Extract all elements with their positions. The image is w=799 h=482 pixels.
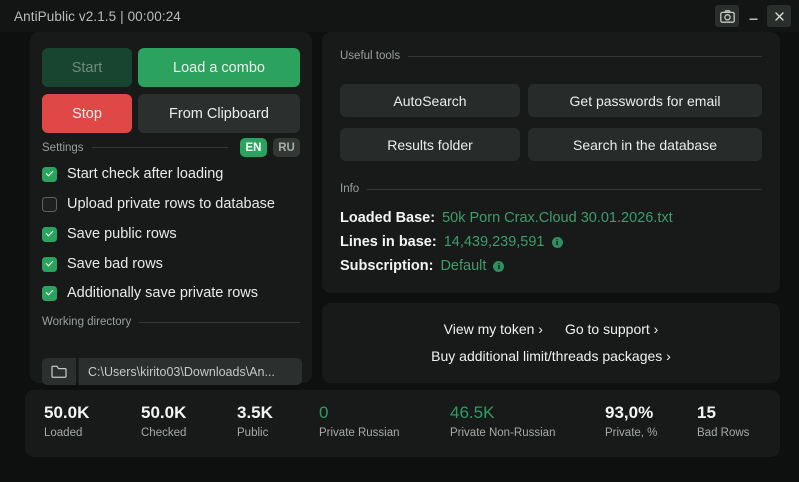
working-directory-divider: [139, 321, 300, 323]
go-to-support-link[interactable]: Go to support ›: [564, 321, 659, 337]
minimize-icon: [749, 18, 757, 20]
language-toggle: EN RU: [240, 138, 300, 157]
useful-tools-divider: [408, 55, 762, 57]
close-icon: [774, 11, 784, 21]
start-button[interactable]: Start: [42, 48, 132, 87]
working-directory-path[interactable]: C:\Users\kirito03\Downloads\An...: [78, 358, 302, 385]
checkbox-checked-icon[interactable]: [42, 256, 57, 272]
info-label: Info: [340, 183, 360, 195]
info-value: 50k Porn Crax.Cloud 30.01.2026.txt: [442, 210, 673, 226]
screenshot-button[interactable]: [715, 5, 739, 27]
window-title: AntiPublic v2.1.5 | 00:00:24: [14, 8, 181, 24]
stat-loaded: 50.0K Loaded: [44, 402, 89, 439]
stop-button[interactable]: Stop: [42, 94, 132, 133]
links-row-2: Buy additional limit/threads packages ›: [322, 348, 780, 364]
stat-label: Checked: [141, 427, 187, 439]
info-value: Default: [440, 258, 487, 274]
stat-label: Loaded: [44, 427, 83, 439]
setting-start-check-after-loading[interactable]: Start check after loading: [42, 166, 223, 182]
stat-label: Private, %: [605, 427, 658, 439]
tools-info-panel: Useful tools AutoSearch Get passwords fo…: [322, 32, 780, 293]
stat-value: 15: [697, 403, 716, 422]
info-section-header: Info: [340, 183, 762, 195]
setting-additionally-save-private-rows[interactable]: Additionally save private rows: [42, 285, 258, 301]
stat-checked: 50.0K Checked: [141, 402, 186, 439]
setting-label: Additionally save private rows: [67, 285, 259, 301]
working-directory-row: C:\Users\kirito03\Downloads\An...: [42, 358, 302, 385]
setting-label: Save public rows: [67, 226, 177, 242]
info-divider: [367, 188, 762, 190]
window-controls: [715, 0, 791, 32]
useful-tools-label: Useful tools: [340, 50, 401, 62]
setting-save-bad-rows[interactable]: Save bad rows: [42, 256, 163, 272]
info-row-lines-in-base: Lines in base: 14,439,239,591 i: [340, 234, 563, 250]
stat-private-percent: 93,0% Private, %: [605, 402, 657, 439]
stat-private-russian: 0 Private Russian: [319, 402, 400, 439]
settings-label: Settings: [42, 141, 84, 154]
checkbox-checked-icon[interactable]: [42, 285, 57, 301]
browse-folder-button[interactable]: [42, 358, 76, 385]
stat-public: 3.5K Public: [237, 402, 273, 439]
info-key: Loaded Base:: [340, 210, 436, 226]
camera-icon: [719, 9, 735, 23]
close-button[interactable]: [767, 5, 791, 27]
info-tooltip-icon[interactable]: i: [493, 260, 505, 272]
settings-divider: [91, 147, 228, 148]
working-directory-label: Working directory: [42, 316, 132, 328]
info-key: Lines in base:: [340, 234, 437, 250]
stat-label: Private Russian: [319, 427, 400, 439]
checkbox-checked-icon[interactable]: [42, 166, 57, 182]
stat-value: 3.5K: [237, 403, 273, 422]
setting-upload-private-rows-to-database[interactable]: Upload private rows to database: [42, 196, 275, 212]
stat-label: Private Non-Russian: [450, 427, 556, 439]
controls-panel: Start Load a combo Stop From Clipboard S…: [30, 32, 312, 385]
stat-value: 50.0K: [141, 403, 187, 422]
get-passwords-for-email-button[interactable]: Get passwords for email: [528, 84, 762, 117]
checkbox-unchecked-icon[interactable]: [42, 196, 57, 212]
autosearch-button[interactable]: AutoSearch: [340, 84, 520, 117]
buy-packages-link[interactable]: Buy additional limit/threads packages ›: [431, 348, 671, 364]
setting-label: Upload private rows to database: [67, 196, 275, 212]
language-en-button[interactable]: EN: [240, 138, 267, 157]
view-my-token-link[interactable]: View my token ›: [443, 321, 543, 337]
stat-private-non-russian: 46.5K Private Non-Russian: [450, 402, 555, 439]
stat-value: 50.0K: [44, 403, 90, 422]
setting-label: Save bad rows: [67, 256, 163, 272]
info-key: Subscription:: [340, 258, 434, 274]
info-row-loaded-base: Loaded Base: 50k Porn Crax.Cloud 30.01.2…: [340, 210, 673, 226]
info-row-subscription: Subscription: Default i: [340, 258, 505, 274]
stat-value: 46.5K: [450, 403, 495, 422]
settings-section-header: Settings EN RU: [42, 138, 300, 157]
info-value: 14,439,239,591: [443, 234, 545, 250]
info-tooltip-icon[interactable]: i: [551, 236, 563, 248]
setting-label: Start check after loading: [67, 166, 224, 182]
useful-tools-section-header: Useful tools: [340, 50, 762, 62]
stat-label: Public: [237, 427, 269, 439]
stat-bad-rows: 15 Bad Rows: [697, 402, 749, 439]
stat-label: Bad Rows: [697, 427, 750, 439]
language-ru-button[interactable]: RU: [273, 138, 300, 157]
stat-value: 93,0%: [605, 403, 654, 422]
stats-bar: 50.0K Loaded 50.0K Checked 3.5K Public 0…: [25, 390, 780, 457]
working-directory-section-header: Working directory: [42, 316, 300, 328]
stat-value: 0: [319, 403, 329, 422]
folder-icon: [51, 365, 67, 378]
account-links-panel: View my token › Go to support › Buy addi…: [322, 303, 780, 383]
search-in-the-database-button[interactable]: Search in the database: [528, 128, 762, 161]
results-folder-button[interactable]: Results folder: [340, 128, 520, 161]
checkbox-checked-icon[interactable]: [42, 226, 57, 242]
load-combo-button[interactable]: Load a combo: [138, 48, 300, 87]
minimize-button[interactable]: [741, 5, 765, 27]
links-row-1: View my token › Go to support ›: [322, 321, 780, 337]
setting-save-public-rows[interactable]: Save public rows: [42, 226, 177, 242]
from-clipboard-button[interactable]: From Clipboard: [138, 94, 300, 133]
title-bar: AntiPublic v2.1.5 | 00:00:24: [0, 0, 799, 32]
